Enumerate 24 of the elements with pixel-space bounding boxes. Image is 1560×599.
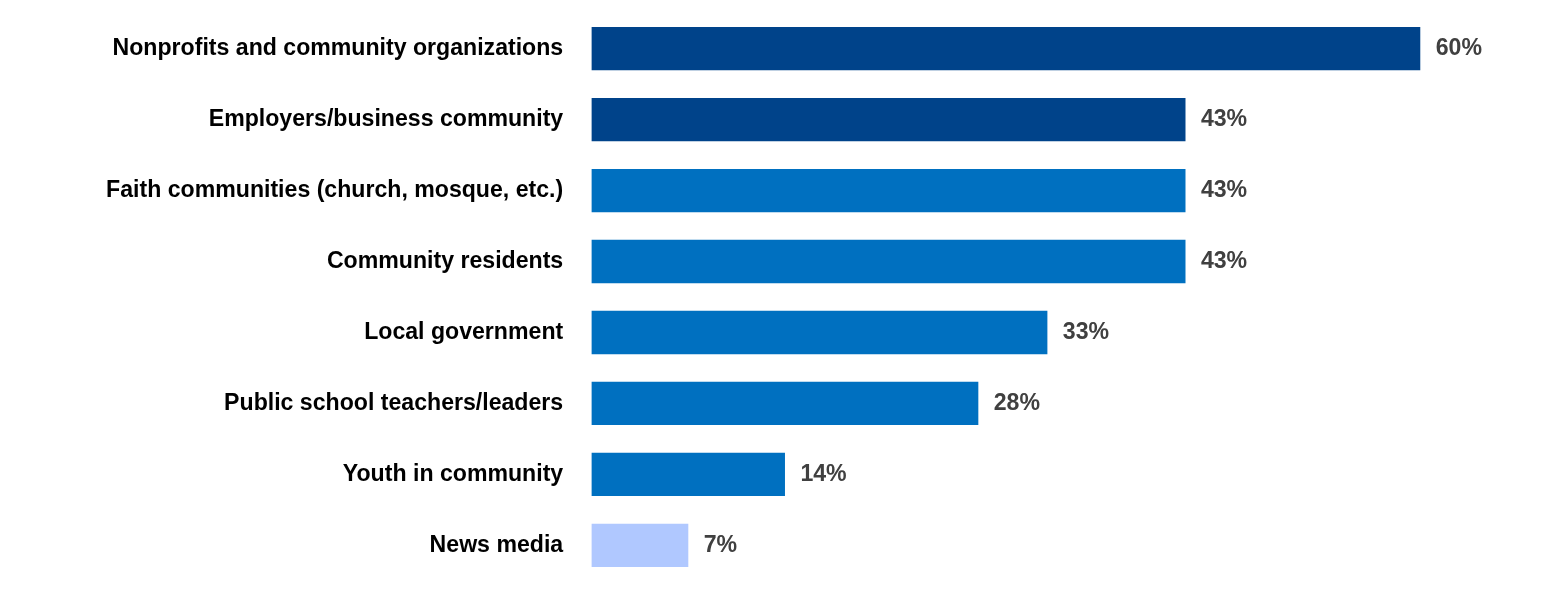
bar: [591, 381, 979, 426]
bar: [591, 310, 1048, 355]
data-label: 28%: [993, 389, 1041, 416]
data-label: 7%: [703, 531, 738, 558]
bar: [591, 97, 1186, 142]
y-tick-label: Local government: [364, 318, 564, 345]
data-label: 43%: [1200, 176, 1248, 203]
bar: [591, 523, 689, 568]
bar: [591, 26, 1421, 71]
y-tick-label: Faith communities (church, mosque, etc.): [106, 176, 564, 203]
y-tick-label: Youth in community: [342, 460, 564, 487]
data-label: 43%: [1200, 247, 1248, 274]
bar: [591, 452, 785, 497]
y-tick-label: News media: [429, 531, 564, 558]
y-tick-label: Nonprofits and community organizations: [112, 34, 564, 61]
data-label: 14%: [800, 460, 847, 487]
y-tick-label: Employers/business community: [208, 105, 564, 132]
bar: [591, 168, 1186, 213]
bar: [591, 239, 1186, 284]
data-label: 60%: [1435, 34, 1482, 61]
y-tick-label: Public school teachers/leaders: [224, 389, 564, 416]
data-label: 33%: [1062, 318, 1110, 345]
data-label: 43%: [1200, 105, 1248, 132]
y-tick-label: Community residents: [326, 247, 564, 274]
